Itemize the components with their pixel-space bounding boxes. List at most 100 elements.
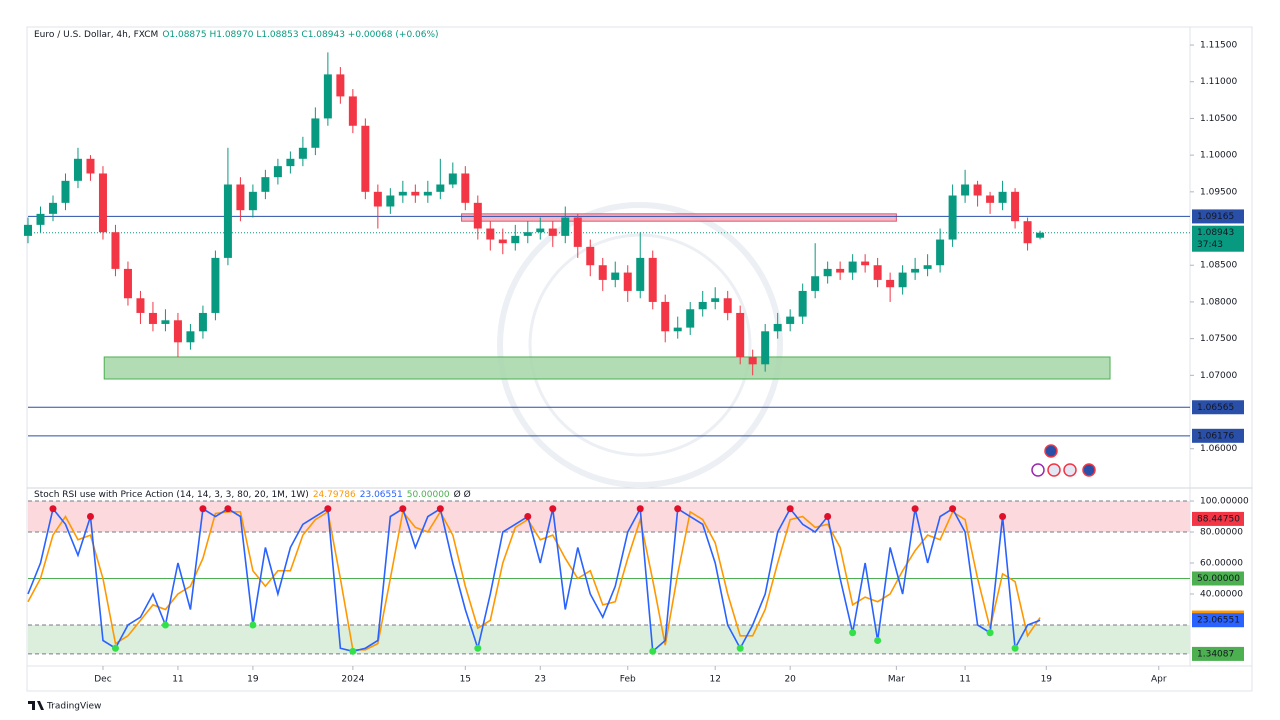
candle-body bbox=[498, 239, 507, 244]
legend-d: 24.79786 bbox=[313, 490, 356, 500]
candle-body bbox=[61, 180, 70, 203]
candle-body bbox=[36, 213, 45, 225]
candle-body bbox=[24, 224, 32, 236]
candle-body bbox=[561, 217, 570, 236]
x-tick-label: Apr bbox=[1151, 675, 1167, 685]
last-price-tag-bg bbox=[1192, 225, 1244, 252]
overbought-dot bbox=[49, 505, 57, 513]
candle-body bbox=[336, 74, 345, 97]
candle-body bbox=[423, 191, 432, 196]
candle-body bbox=[886, 279, 895, 288]
y-tick-label: 1.08500 bbox=[1200, 261, 1237, 271]
candle-body bbox=[736, 312, 745, 357]
overbought-dot bbox=[786, 505, 794, 513]
candle-body bbox=[961, 184, 970, 196]
candle-body bbox=[86, 158, 95, 174]
x-tick-label: Feb bbox=[620, 675, 636, 685]
candle-body bbox=[98, 173, 107, 233]
candle-body bbox=[711, 298, 720, 302]
candle-body bbox=[148, 312, 157, 324]
overbought-dot bbox=[324, 505, 332, 513]
overbought-dot bbox=[224, 505, 232, 513]
y-tick-label: 1.10000 bbox=[1200, 151, 1237, 161]
brand-logo bbox=[28, 701, 44, 710]
oversold-dot bbox=[161, 621, 169, 629]
x-tick-label: 11 bbox=[959, 675, 970, 685]
overbought-dot bbox=[911, 505, 919, 513]
candle-body bbox=[611, 272, 620, 280]
candle-body bbox=[586, 246, 595, 266]
candle-body bbox=[373, 191, 382, 207]
candle-body bbox=[473, 202, 482, 229]
candle-body bbox=[311, 118, 320, 148]
candle-body bbox=[1036, 232, 1045, 238]
candle-body bbox=[548, 228, 557, 236]
overbought-dot bbox=[86, 513, 94, 521]
candle-body bbox=[236, 184, 245, 211]
candle-body bbox=[211, 257, 220, 313]
candle-body bbox=[436, 184, 445, 192]
overbought-dot bbox=[199, 505, 207, 513]
y-tick-label: 1.11000 bbox=[1200, 77, 1237, 87]
candle-body bbox=[786, 316, 795, 324]
overbought-dot bbox=[824, 513, 832, 521]
candle-body bbox=[661, 301, 670, 332]
oversold-dot bbox=[849, 629, 857, 637]
candle-body bbox=[686, 309, 695, 328]
y-tick-label: 40.00000 bbox=[1200, 589, 1243, 599]
candle-body bbox=[636, 257, 645, 291]
candle-body bbox=[873, 265, 882, 280]
overbought-dot bbox=[524, 513, 532, 521]
indicator-title: Stoch RSI use with Price Action (14, 14,… bbox=[34, 490, 309, 500]
event-icon bbox=[1031, 463, 1045, 477]
candle-body bbox=[448, 173, 457, 185]
candle-body bbox=[861, 261, 870, 266]
candle-body bbox=[173, 320, 182, 343]
x-tick-label: 19 bbox=[247, 675, 259, 685]
candle-body bbox=[386, 195, 395, 207]
plot-layer: 1.11500 1.11000 1.10500 1.10000 1.09500 1.085… bbox=[24, 41, 1249, 685]
candle-body bbox=[348, 96, 357, 126]
candle-body bbox=[761, 331, 770, 365]
y-tick-label: 1.06000 bbox=[1200, 444, 1237, 454]
event-icon bbox=[1047, 463, 1061, 477]
oversold-dot bbox=[649, 647, 657, 655]
overbought-dot bbox=[436, 505, 444, 513]
oversold-dot bbox=[349, 647, 357, 655]
value-tag-bg bbox=[1192, 511, 1244, 526]
candle-body bbox=[111, 232, 120, 269]
candle-body bbox=[261, 177, 270, 192]
candle-body bbox=[198, 312, 207, 332]
candle-body bbox=[73, 158, 82, 181]
candle-body bbox=[323, 74, 332, 119]
candle-body bbox=[486, 228, 495, 240]
candle-body bbox=[298, 147, 307, 159]
candle-body bbox=[911, 268, 920, 273]
x-tick-label: 11 bbox=[172, 675, 183, 685]
level-tag-bg bbox=[1192, 571, 1244, 586]
y-tick-label: 1.07500 bbox=[1200, 334, 1237, 344]
frame bbox=[26, 26, 1253, 692]
band bbox=[28, 624, 1190, 654]
series-tag: 23.06551 bbox=[1197, 616, 1240, 626]
event-icon bbox=[1063, 463, 1077, 477]
symbol: Euro / U.S. Dollar, 4h, FXCM bbox=[34, 30, 158, 40]
oversold-dot bbox=[736, 644, 744, 652]
oversold-dot bbox=[874, 636, 882, 644]
x-tick-label: 12 bbox=[709, 675, 720, 685]
y-tick-label: 60.00000 bbox=[1200, 559, 1243, 569]
level-tag-bg bbox=[1192, 428, 1244, 443]
candle-body bbox=[411, 191, 420, 196]
y-tick-label: 1.08000 bbox=[1200, 297, 1237, 307]
event-icon bbox=[1044, 444, 1058, 458]
zone bbox=[103, 356, 1111, 380]
candle-body bbox=[48, 202, 57, 214]
x-tick-label: Dec bbox=[94, 675, 111, 685]
x-tick-label: 2024 bbox=[341, 675, 364, 685]
candle-body bbox=[361, 125, 370, 192]
x-tick-label: 23 bbox=[535, 675, 546, 685]
candle-body bbox=[898, 272, 907, 288]
event-icons bbox=[1031, 444, 1096, 477]
event-icon bbox=[1082, 463, 1096, 477]
y-tick-label: 100.00000 bbox=[1200, 497, 1249, 507]
